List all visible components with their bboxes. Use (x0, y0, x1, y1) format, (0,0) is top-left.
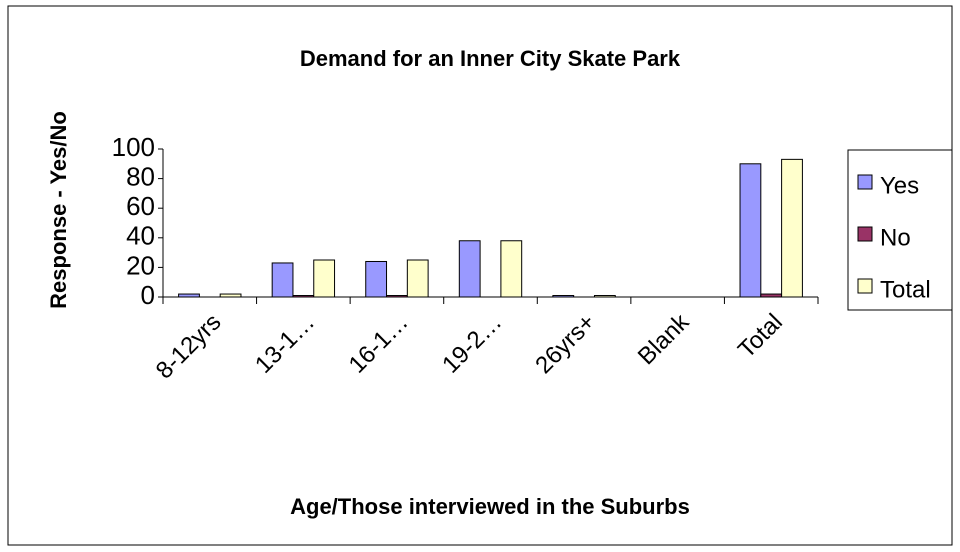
bar (292, 295, 315, 298)
y-tick-label: 80 (126, 161, 155, 191)
legend-swatch (857, 278, 873, 294)
legend-label: Yes (880, 172, 919, 199)
bar (458, 240, 481, 298)
legend-label: No (880, 224, 911, 251)
bar (739, 163, 762, 298)
y-tick-label: 20 (126, 250, 155, 280)
bar (406, 259, 429, 298)
x-axis-label: Age/Those interviewed in the Suburbs (290, 494, 690, 519)
bar (386, 295, 408, 298)
bar (365, 260, 388, 298)
bar (781, 158, 803, 298)
legend-swatch (857, 174, 873, 190)
bar (760, 293, 783, 298)
bar (219, 293, 242, 298)
y-tick-label: 40 (126, 221, 155, 251)
y-axis-label: Response - Yes/No (46, 111, 71, 309)
bar (178, 293, 200, 298)
legend-label: Total (880, 276, 931, 303)
y-tick-label: 60 (126, 191, 155, 221)
bar (271, 262, 294, 298)
legend-swatch (857, 226, 873, 242)
bar (313, 259, 336, 298)
bar (552, 295, 575, 298)
chart-title: Demand for an Inner City Skate Park (300, 46, 681, 71)
y-tick-label: 100 (112, 132, 155, 162)
y-tick-label: 0 (141, 280, 155, 310)
bar (500, 240, 523, 298)
bar (593, 295, 616, 298)
